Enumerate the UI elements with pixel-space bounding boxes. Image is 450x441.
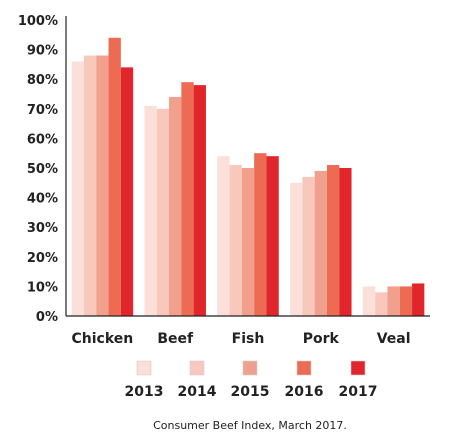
bar-beef-2015 [169, 96, 182, 317]
legend-label-2013: 2013 [125, 384, 164, 400]
legend-swatch-2015 [242, 360, 258, 376]
y-tick-label: 100% [18, 14, 58, 29]
x-axis-labels: Chicken Beef Fish Pork Veal [72, 331, 411, 347]
y-tick-label: 10% [27, 280, 58, 295]
legend-label-2014: 2014 [178, 384, 217, 400]
y-axis-ticks: 0% 10% 20% 30% 40% 50% 60% 70% 80% 90% 100% [18, 14, 58, 325]
x-category-label: Fish [232, 331, 265, 347]
x-category-label: Veal [377, 331, 411, 347]
bar-chicken-2014 [83, 55, 97, 317]
bar-veal-2014 [375, 292, 388, 316]
legend-swatch-2014 [189, 360, 205, 376]
bar-pork-2017 [339, 168, 352, 316]
x-category-label: Pork [303, 331, 340, 347]
legend-label-2016: 2016 [285, 384, 324, 400]
bar-chicken-2015 [96, 55, 109, 317]
legend-label-2015: 2015 [231, 384, 270, 400]
y-tick-label: 30% [27, 221, 58, 236]
bar-veal-2013 [362, 286, 376, 316]
x-category-label: Beef [157, 331, 194, 347]
legend-swatch-2016 [296, 360, 312, 376]
bars [71, 37, 425, 317]
y-tick-label: 70% [27, 103, 58, 118]
bar-pork-2015 [314, 170, 327, 316]
bar-veal-2017 [412, 283, 425, 316]
bar-fish-2014 [229, 165, 242, 316]
y-tick-label: 80% [27, 73, 58, 88]
x-category-label: Chicken [72, 331, 134, 347]
y-tick-label: 20% [27, 251, 58, 266]
y-tick-label: 0% [36, 310, 58, 325]
bar-beef-2014 [156, 108, 170, 316]
bar-pork-2014 [302, 176, 315, 316]
bar-fish-2015 [241, 168, 255, 316]
bar-pork-2016 [326, 165, 340, 316]
bar-fish-2017 [266, 156, 279, 316]
legend-swatch-2013 [136, 360, 152, 376]
y-tick-label: 40% [27, 192, 58, 207]
bar-veal-2016 [399, 286, 413, 316]
bar-chicken-2016 [108, 37, 121, 316]
bar-chicken-2013 [71, 61, 84, 316]
legend-label-2017: 2017 [339, 384, 378, 400]
chart-caption: Consumer Beef Index, March 2017. [153, 419, 347, 432]
y-tick-label: 50% [27, 162, 58, 177]
legend-swatch-2017 [350, 360, 366, 376]
bar-beef-2017 [193, 85, 206, 317]
bar-pork-2013 [290, 182, 303, 316]
bar-fish-2016 [254, 153, 267, 316]
y-tick-label: 90% [27, 44, 58, 59]
bar-beef-2016 [181, 82, 194, 316]
bar-veal-2015 [387, 286, 400, 316]
y-tick-label: 60% [27, 132, 58, 147]
legend: 2013 2014 2015 2016 2017 [125, 360, 378, 400]
bar-beef-2013 [144, 105, 157, 316]
bar-fish-2013 [217, 156, 230, 316]
bar-chicken-2017 [120, 67, 134, 316]
